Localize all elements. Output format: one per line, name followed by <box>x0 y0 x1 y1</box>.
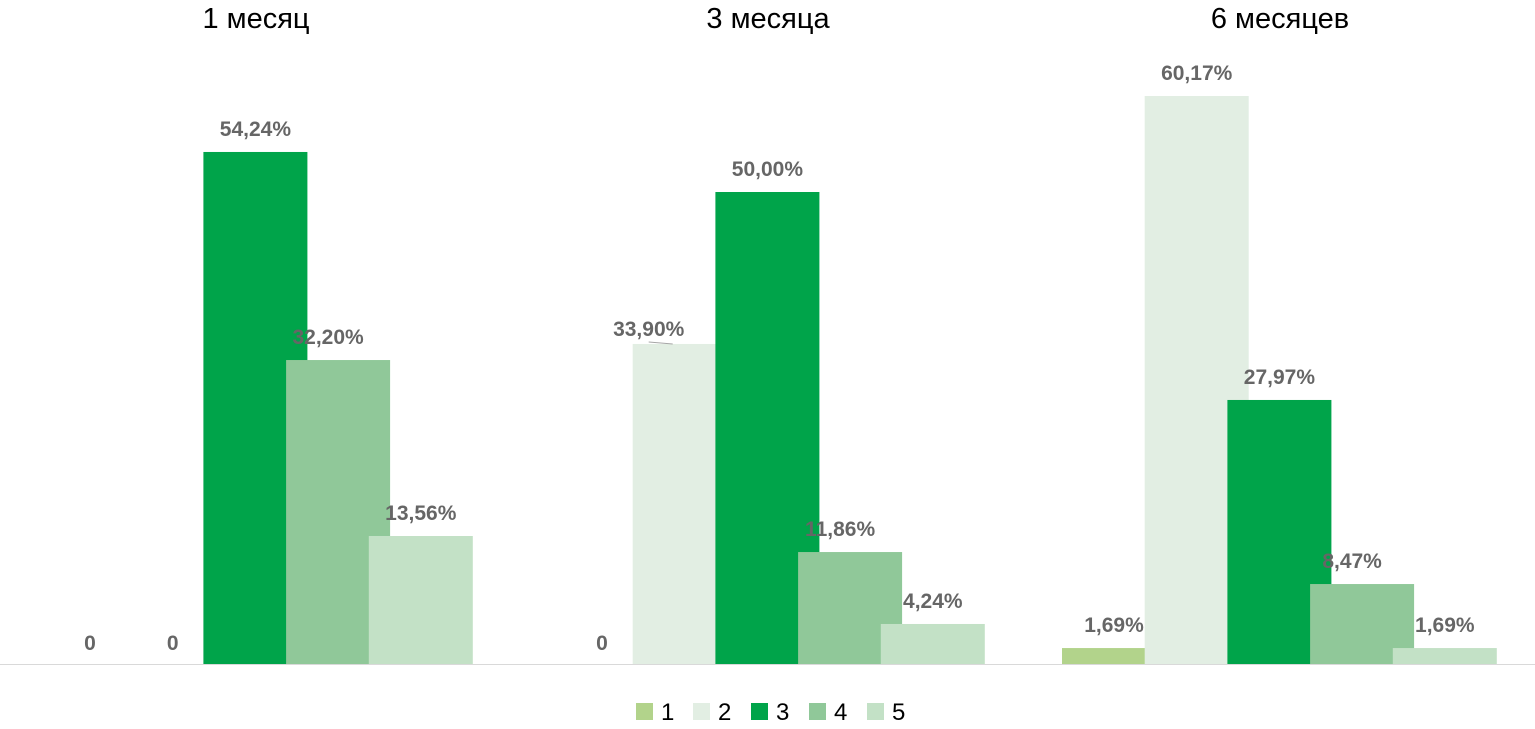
data-label: 11,86% <box>805 518 875 541</box>
data-labels-layer: 0 0 54,24% 32,20% 13,56% 0 33,90% 50,00% 11,86% 4… <box>84 62 1475 655</box>
legend-label: 3 <box>776 699 789 726</box>
data-label: 1,69% <box>1415 614 1475 637</box>
data-label: 0 <box>596 632 608 655</box>
panel-title: 3 месяца <box>706 3 830 35</box>
data-label: 32,20% <box>292 326 364 349</box>
legend-swatch <box>809 703 826 720</box>
data-label: 8,47% <box>1322 550 1382 573</box>
leader-lines <box>648 341 673 345</box>
data-label: 33,90% <box>613 318 685 341</box>
legend-swatch <box>867 703 884 720</box>
legend-swatch <box>751 703 768 720</box>
data-label: 54,24% <box>220 118 292 141</box>
bar-series-5 <box>880 623 985 664</box>
data-label: 4,24% <box>903 590 963 613</box>
bar-series-5 <box>368 535 473 664</box>
legend-label: 2 <box>718 699 731 726</box>
bars-layer <box>203 95 1497 665</box>
bar-series-1 <box>1062 648 1166 664</box>
legend-label: 4 <box>834 699 847 726</box>
panel-title: 1 месяц <box>202 3 309 35</box>
data-label: 13,56% <box>385 502 457 525</box>
data-label: 0 <box>167 632 179 655</box>
legend-label: 5 <box>892 699 905 726</box>
legend-swatch <box>693 703 710 720</box>
legend-label: 1 <box>661 699 674 726</box>
panel-title: 6 месяцев <box>1211 3 1349 35</box>
bar-series-5 <box>1392 648 1497 664</box>
data-label: 50,00% <box>732 158 804 181</box>
data-label: 27,97% <box>1244 366 1316 389</box>
data-label: 0 <box>84 632 96 655</box>
panel-titles: 1 месяц 3 месяца 6 месяцев <box>202 3 1349 35</box>
legend-swatch <box>636 703 653 720</box>
data-label: 1,69% <box>1084 614 1144 637</box>
data-label: 60,17% <box>1161 62 1233 85</box>
legend: 1 2 3 4 5 <box>636 699 905 726</box>
leader-line <box>648 341 673 345</box>
